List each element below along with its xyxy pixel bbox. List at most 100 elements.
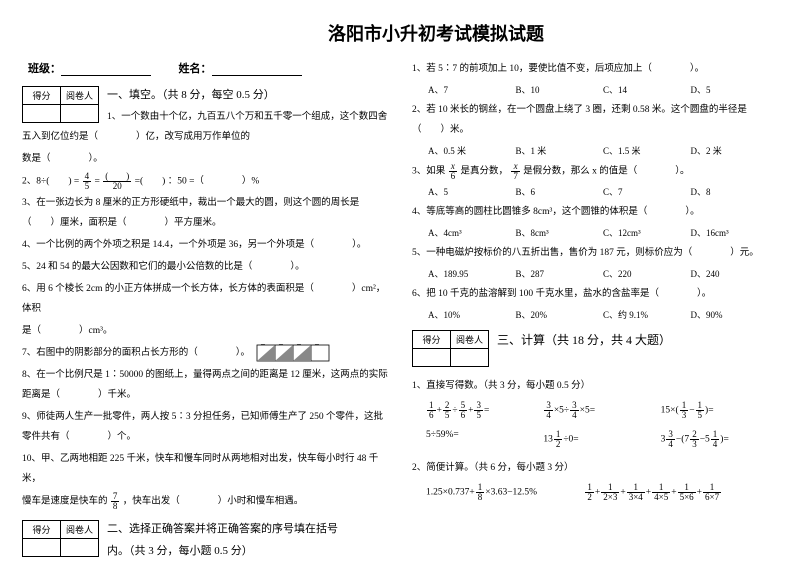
q2a: 2、8÷( ) =: [22, 177, 79, 187]
q1-10b: 慢车是速度是快车的 78 ，快车出发（ ）小时和慢车相遇。: [22, 492, 388, 513]
q1-10: 10、甲、乙两地相距 225 千米，快车和慢车同时从两地相对出发，快车每小时行 …: [22, 450, 388, 490]
page-title: 洛阳市小升初考试模拟试题: [94, 20, 778, 46]
calc-1-2: 34×5÷34×5=: [543, 401, 660, 420]
scorebox-empty: [451, 349, 489, 367]
svg-text:2: 2: [279, 344, 283, 346]
q2-1-choices: A、7B、10C、14D、5: [428, 83, 778, 96]
q2-3: 3、如果 x6 是真分数， x7 是假分数，那么 x 的值是（ ）。: [412, 162, 778, 183]
q1-4: 4、一个比例的两个外项之积是 14.4，一个外项是 36，另一个外项是（ ）。: [22, 236, 388, 256]
choice-b: B、10: [516, 83, 604, 96]
triangle-diagram: 2 2 2 2: [256, 344, 330, 362]
frac-x-7: x7: [511, 162, 520, 181]
q2c: =( ) ：50 =（ ）%: [135, 177, 260, 187]
frac-4-5: 45: [83, 172, 92, 191]
choice-a: A、7: [428, 83, 516, 96]
scorebox-c2: 阅卷人: [451, 331, 489, 349]
choice-d: D、240: [691, 267, 779, 280]
name-label: 姓名：: [179, 63, 212, 75]
q1-5: 5、24 和 54 的最大公因数和它们的最小公倍数的比是（ ）。: [22, 258, 388, 278]
q10b: ，快车出发（ ）小时和慢车相遇。: [123, 496, 304, 506]
choice-c: C、约 9.1%: [603, 308, 691, 321]
score-box-1: 得分阅卷人: [22, 86, 99, 123]
q2-6-choices: A、10%B、20%C、约 9.1%D、90%: [428, 308, 778, 321]
scorebox-empty: [61, 539, 99, 557]
student-info: 班级： 姓名：: [22, 60, 388, 76]
calc-row-1: 16+25÷56+35= 34×5÷34×5= 15×(13−15)=: [426, 401, 778, 420]
calc-1-1: 16+25÷56+35=: [426, 401, 543, 420]
choice-d: D、90%: [691, 308, 779, 321]
scorebox-c1: 得分: [23, 87, 61, 105]
left-column: 班级： 姓名： 得分阅卷人 一、填空。（共 8 分，每空 0.5 分） 1、一个…: [22, 60, 388, 564]
choice-d: D、8: [691, 185, 779, 198]
q3-1: 1、直接写得数。（共 3 分，每小题 0.5 分）: [412, 377, 778, 397]
choice-b: B、1 米: [516, 144, 604, 157]
q1-9: 9、师徒两人生产一批零件，两人按 5∶3 分担任务，已知师傅生产了 250 个零…: [22, 408, 388, 448]
choice-a: A、5: [428, 185, 516, 198]
choice-a: A、4cm³: [428, 226, 516, 239]
choice-b: B、8cm³: [516, 226, 604, 239]
choice-b: B、6: [516, 185, 604, 198]
calc-row-3: 1.25×0.737+18×3.63−12.5% 12+12×3+13×4+14…: [426, 483, 778, 502]
scorebox-c2: 阅卷人: [61, 87, 99, 105]
q3b: 是真分数，: [461, 167, 509, 177]
s1-text: 1.25×0.737+: [426, 488, 475, 498]
q1-6b: 是（ ）cm³。: [22, 322, 388, 342]
scorebox-c1: 得分: [413, 331, 451, 349]
choice-c: C、1.5 米: [603, 144, 691, 157]
q7-text: 7、右图中的阴影部分的面积占长方形的（ ）。: [22, 348, 250, 358]
q2-2-choices: A、0.5 米B、1 米C、1.5 米D、2 米: [428, 144, 778, 157]
frac-7-8: 78: [111, 492, 120, 511]
q1-1b: 数是（ ）。: [22, 150, 388, 170]
frac-x-6: x6: [449, 162, 458, 181]
q2-2: 2、若 10 米长的钢丝，在一个圆盘上绕了 3 圈，还剩 0.58 米。这个圆盘…: [412, 101, 778, 141]
q2-1: 1、若 5∶7 的前项加上 10，要使比值不变，后项应加上（ ）。: [412, 60, 778, 80]
q3a: 3、如果: [412, 167, 445, 177]
q3-2: 2、简便计算。（共 6 分，每小题 3 分）: [412, 459, 778, 479]
q1-8: 8、在一个比例尺是 1∶50000 的图纸上，量得两点之间的距离是 12 厘米，…: [22, 366, 388, 406]
q2-4-choices: A、4cm³B、8cm³C、12cm³D、16cm³: [428, 226, 778, 239]
score-box-3: 得分阅卷人: [412, 330, 489, 367]
q3c: 是假分数，那么 x 的值是（ ）。: [523, 167, 689, 177]
class-label: 班级：: [28, 63, 61, 75]
q1-6: 6、用 6 个棱长 2cm 的小正方体拼成一个长方体，长方体的表面积是（ ）cm…: [22, 280, 388, 320]
q2b: =: [95, 177, 100, 187]
frac-blank-20: ( )20: [103, 172, 131, 191]
calc-1-3: 15×(13−15)=: [661, 401, 778, 420]
scorebox-empty: [413, 349, 451, 367]
calc-3-2: 12+12×3+13×4+14×5+15×6+16×7: [584, 483, 778, 502]
q2-5: 5、一种电磁炉按标价的八五折出售，售价为 187 元，则标价应为（ ）元。: [412, 244, 778, 264]
svg-text:2: 2: [261, 344, 265, 346]
right-column: 1、若 5∶7 的前项加上 10，要使比值不变，后项应加上（ ）。 A、7B、1…: [412, 60, 778, 564]
q2-4: 4、等底等高的圆柱比圆锥多 8cm³，这个圆锥的体积是（ ）。: [412, 203, 778, 223]
choice-d: D、16cm³: [691, 226, 779, 239]
scorebox-empty: [23, 539, 61, 557]
svg-text:2: 2: [297, 344, 301, 346]
calc-2-2: 1312÷0=: [543, 430, 660, 449]
svg-text:2: 2: [315, 344, 319, 346]
class-blank: [61, 64, 151, 76]
s1b-text: ×3.63−12.5%: [485, 488, 537, 498]
choice-b: B、20%: [516, 308, 604, 321]
q1-7: 7、右图中的阴影部分的面积占长方形的（ ）。 2 2 2 2: [22, 344, 388, 364]
choice-a: A、189.95: [428, 267, 516, 280]
scorebox-c1: 得分: [23, 521, 61, 539]
choice-b: B、287: [516, 267, 604, 280]
calc-2-1: 5÷59%=: [426, 430, 543, 449]
choice-d: D、5: [691, 83, 779, 96]
scorebox-empty: [61, 105, 99, 123]
calc-row-2: 5÷59%= 1312÷0= 334−(723−514)=: [426, 430, 778, 449]
choice-c: C、220: [603, 267, 691, 280]
choice-a: A、0.5 米: [428, 144, 516, 157]
scorebox-empty: [23, 105, 61, 123]
name-blank: [212, 64, 302, 76]
q2-3-choices: A、5B、6C、7D、8: [428, 185, 778, 198]
calc-3-1: 1.25×0.737+18×3.63−12.5%: [426, 483, 584, 502]
choice-c: C、14: [603, 83, 691, 96]
q10a: 慢车是速度是快车的: [22, 496, 108, 506]
calc-2-3: 334−(723−514)=: [661, 430, 778, 449]
choice-c: C、12cm³: [603, 226, 691, 239]
q2-5-choices: A、189.95B、287C、220D、240: [428, 267, 778, 280]
choice-a: A、10%: [428, 308, 516, 321]
choice-d: D、2 米: [691, 144, 779, 157]
q1-2: 2、8÷( ) = 45 = ( )20 =( ) ：50 =（ ）%: [22, 172, 388, 193]
